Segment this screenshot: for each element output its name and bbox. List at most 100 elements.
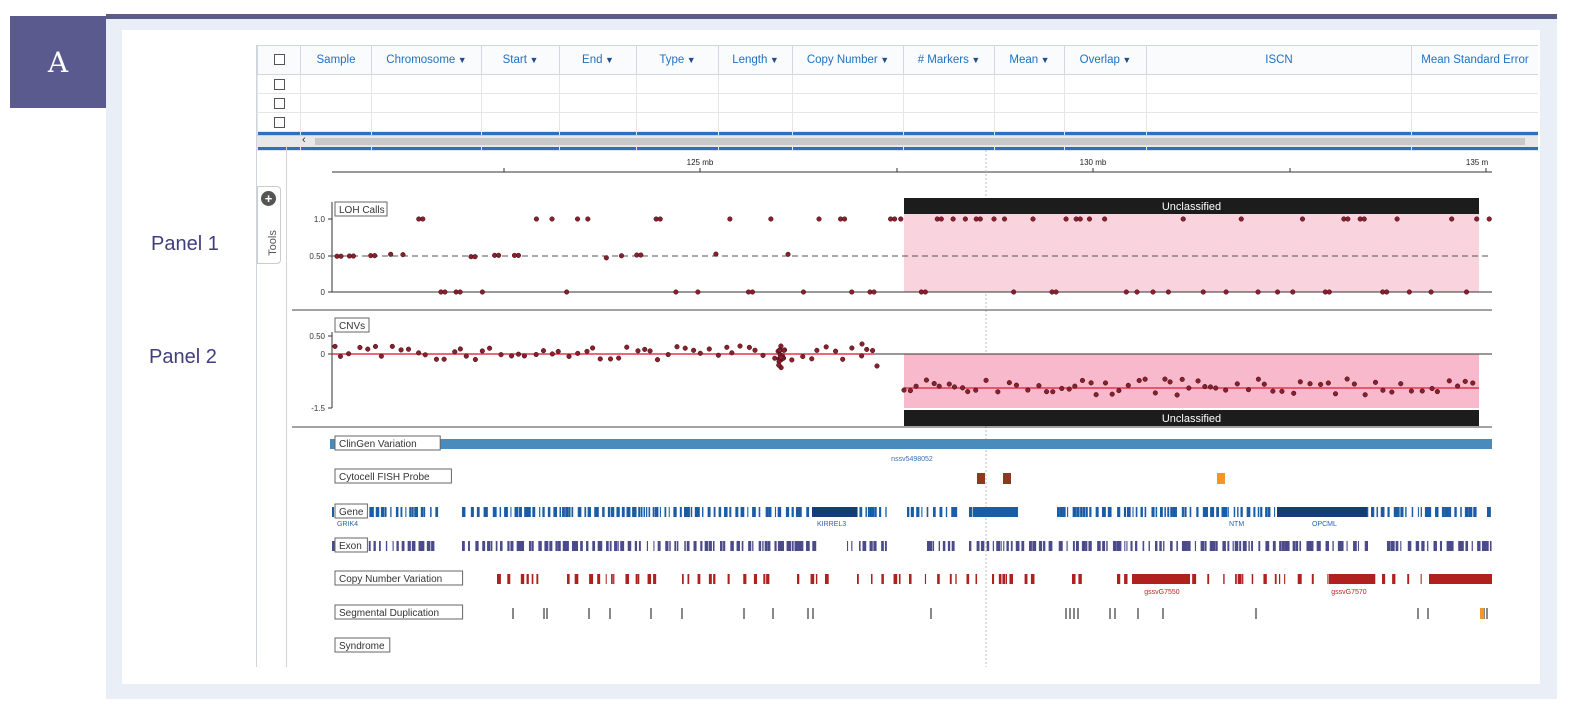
exon-bar [379, 541, 381, 551]
exon-bar [1390, 541, 1395, 551]
column-header[interactable]: Length ▼ [718, 45, 793, 75]
gene-bar [916, 507, 920, 517]
column-header[interactable]: Overlap ▼ [1064, 45, 1147, 75]
table-row[interactable] [257, 112, 1538, 132]
exon-bar [1000, 541, 1002, 551]
gene-bar [932, 507, 936, 517]
column-header[interactable]: Start ▼ [481, 45, 560, 75]
cnv-point [372, 343, 379, 349]
cnv-point [800, 353, 806, 360]
exon-bar [748, 541, 752, 551]
column-header[interactable]: Sample [300, 45, 372, 75]
column-header[interactable]: Mean ▼ [994, 45, 1065, 75]
column-header[interactable]: # Markers ▼ [903, 45, 995, 75]
gene-block [973, 507, 1018, 517]
exon-bar [1081, 541, 1086, 551]
row-checkbox-cell[interactable] [257, 74, 301, 94]
plus-circle-icon[interactable]: + [261, 191, 276, 206]
gene-bar [1257, 507, 1260, 517]
filter-icon[interactable]: ▼ [968, 55, 981, 65]
tools-panel-tab[interactable]: + Tools [257, 186, 281, 264]
horizontal-scrollbar[interactable]: ‹ [257, 134, 1538, 147]
exon-bar [847, 541, 849, 551]
filter-icon[interactable]: ▼ [767, 55, 779, 65]
table-header-row: Sample Chromosome ▼ Start ▼ End ▼ Type ▼ Leng… [257, 45, 1538, 75]
filter-icon[interactable]: ▼ [526, 55, 539, 65]
gene-bar [1405, 507, 1407, 517]
exon-bar [674, 541, 677, 551]
copy-number-variation-bar [1263, 574, 1267, 584]
loh-point [1053, 289, 1059, 295]
copy-number-variation-bar [635, 574, 638, 584]
filter-icon[interactable]: ▼ [684, 55, 696, 65]
gene-bar [1395, 507, 1400, 517]
loh-point [800, 289, 807, 295]
gene-bar [1175, 507, 1177, 517]
gene-bar [559, 507, 561, 517]
exon-bar [617, 541, 619, 551]
gene-sublabel: KIRREL3 [817, 521, 846, 528]
gene-bar [740, 507, 745, 517]
copy-number-variation-bar [597, 574, 601, 584]
loh-point [991, 216, 997, 222]
gene-bar [400, 507, 403, 517]
scroll-left-icon[interactable]: ‹ [302, 134, 306, 146]
loh-point [898, 216, 904, 222]
exon-bar [1279, 541, 1282, 551]
loh-point [695, 289, 701, 295]
copy-number-variation-bar [1009, 574, 1014, 584]
copy-number-variation-bar [1235, 574, 1237, 584]
filter-icon[interactable]: ▼ [1038, 55, 1050, 65]
exon-bar [544, 541, 549, 551]
exon-bar [1126, 541, 1128, 551]
row-checkbox-cell[interactable] [257, 112, 301, 132]
gene-bar [499, 507, 502, 517]
filter-icon[interactable]: ▼ [877, 55, 890, 65]
exon-bar [475, 541, 479, 551]
genome-tracks-view[interactable]: 125 mb 130 mb 135 m Unclassified LOH Calls 1.… [257, 146, 1538, 667]
exon-bar [947, 541, 951, 551]
cnv-point [1025, 387, 1031, 393]
gene-bar [969, 507, 973, 517]
cnv-point [1152, 390, 1158, 396]
filter-icon[interactable]: ▼ [455, 55, 467, 65]
column-header[interactable]: Copy Number ▼ [792, 45, 904, 75]
scrollbar-thumb[interactable] [315, 138, 1525, 145]
gene-bar [532, 507, 536, 517]
exon-bar [1272, 541, 1276, 551]
filter-icon[interactable]: ▼ [1119, 55, 1132, 65]
gene-bar [1135, 507, 1138, 517]
exon-bar [1239, 541, 1242, 551]
exon-bar [1284, 541, 1288, 551]
gene-bar [547, 507, 551, 517]
gene-bar [806, 507, 810, 517]
gene-bar [435, 507, 439, 517]
cnv-point [337, 353, 343, 359]
row-checkbox[interactable] [273, 116, 285, 128]
column-header[interactable]: Chromosome ▼ [371, 45, 482, 75]
select-all-checkbox[interactable] [273, 54, 285, 66]
exon-bar [774, 541, 777, 551]
row-checkbox[interactable] [273, 78, 285, 90]
column-header[interactable]: End ▼ [559, 45, 637, 75]
table-row[interactable] [257, 93, 1538, 113]
column-header[interactable]: Mean Standard Error [1411, 45, 1538, 75]
cnv-point [1059, 385, 1065, 391]
copy-number-variation-bar [824, 574, 829, 584]
loh-title-box [334, 201, 388, 217]
column-header[interactable]: Type ▼ [636, 45, 719, 75]
gene-bar [758, 507, 761, 517]
row-checkbox-cell[interactable] [257, 93, 301, 113]
gene-block [1277, 507, 1367, 517]
loh-point [1063, 216, 1069, 222]
loh-point [1345, 216, 1351, 222]
row-checkbox[interactable] [273, 97, 285, 109]
loh-point [575, 216, 581, 222]
select-all-header[interactable] [257, 45, 301, 75]
filter-icon[interactable]: ▼ [602, 55, 614, 65]
table-row[interactable] [257, 74, 1538, 94]
copy-number-variation-bar [613, 574, 615, 584]
cnv-point [1332, 391, 1339, 397]
column-header[interactable]: ISCN [1146, 45, 1412, 75]
exon-bar [507, 541, 510, 551]
